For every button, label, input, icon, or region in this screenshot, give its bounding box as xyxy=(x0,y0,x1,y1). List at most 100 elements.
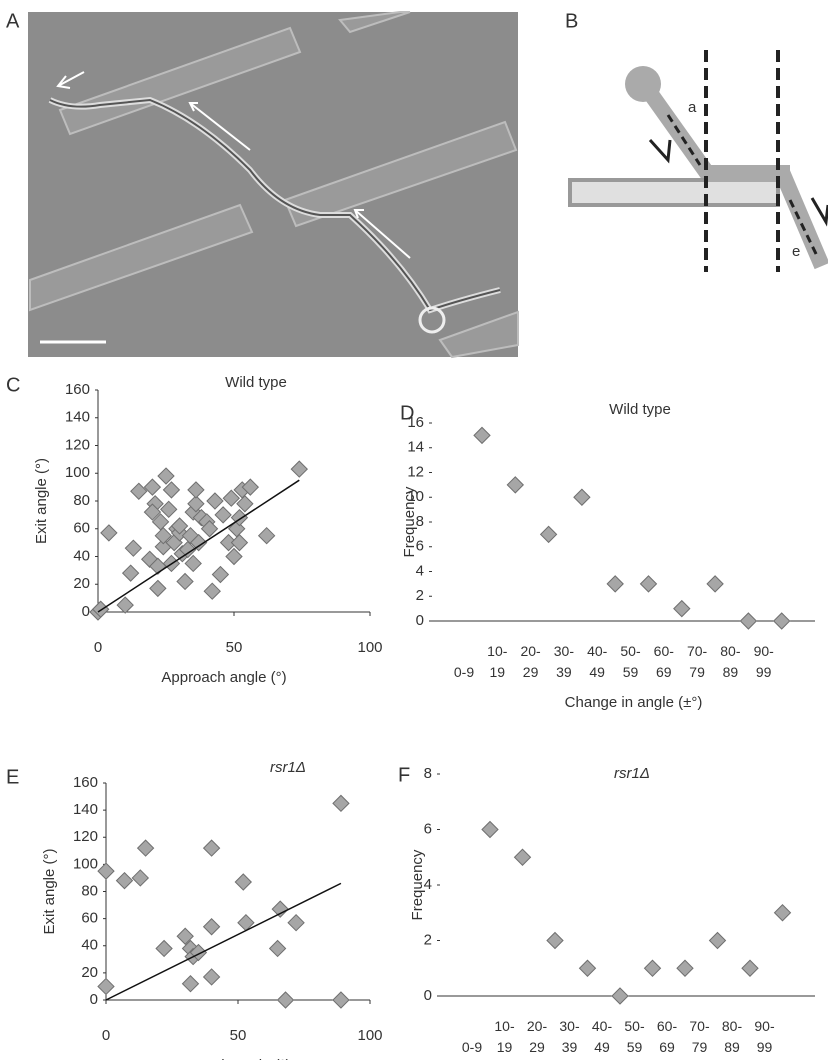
diagram-label: e xyxy=(792,243,800,260)
data-point xyxy=(708,931,727,950)
data-point xyxy=(143,503,162,521)
y-tick-label: 160 xyxy=(73,774,98,791)
x-tick-label: 40- 49 xyxy=(591,1018,613,1055)
x-tick-label: 20- 29 xyxy=(526,1018,548,1055)
data-point xyxy=(611,987,629,1005)
chart-title: Wild type xyxy=(225,374,287,391)
x-tick-label: 50 xyxy=(230,1027,247,1044)
x-tick-label: 40- 49 xyxy=(587,643,608,680)
x-axis-label: Change in angle (±°) xyxy=(565,694,703,711)
data-point xyxy=(181,526,200,545)
panel-label: B xyxy=(565,10,578,32)
data-point xyxy=(234,873,252,891)
x-tick-label: 90- 99 xyxy=(754,1018,775,1055)
schematic: a e xyxy=(568,50,828,272)
data-point xyxy=(241,478,260,496)
data-point xyxy=(170,517,189,535)
x-tick-label: 70- 79 xyxy=(686,643,708,680)
y-tick-label: 120 xyxy=(65,436,90,453)
y-tick-label: 6 xyxy=(424,820,432,837)
x-tick-label: 60- 69 xyxy=(653,643,674,680)
y-tick-label: 8 xyxy=(416,513,424,530)
data-point xyxy=(290,460,308,478)
y-tick-label: 160 xyxy=(65,381,90,398)
data-point xyxy=(202,918,221,936)
data-point xyxy=(230,533,249,552)
x-tick-label: 30- 39 xyxy=(559,1018,580,1055)
data-point xyxy=(332,794,350,813)
y-tick-label: 0 xyxy=(416,612,424,629)
data-point xyxy=(100,524,118,542)
x-tick-label: 0-9 xyxy=(453,664,475,680)
y-tick-label: 60 xyxy=(73,520,90,537)
y-tick-label: 2 xyxy=(424,931,432,948)
x-tick-label: 80- 89 xyxy=(720,643,741,680)
data-point xyxy=(176,927,194,945)
x-tick-label: 50- 59 xyxy=(624,1018,645,1055)
y-tick-label: 16 xyxy=(407,414,424,431)
trendline xyxy=(105,882,342,1001)
panel-label: A xyxy=(6,10,20,32)
y-tick-label: 6 xyxy=(416,538,424,555)
x-tick-label: 90- 99 xyxy=(753,643,774,680)
y-tick-label: 4 xyxy=(416,562,424,579)
y-tick-label: 40 xyxy=(73,547,90,564)
x-tick-label: 50- 59 xyxy=(620,643,641,680)
y-tick-label: 20 xyxy=(81,964,98,981)
x-tick-label: 50 xyxy=(226,639,243,656)
data-point xyxy=(673,599,691,618)
data-point xyxy=(97,862,115,880)
data-point xyxy=(157,467,175,485)
x-tick-label: 0 xyxy=(102,1027,110,1044)
y-tick-label: 80 xyxy=(73,492,90,509)
y-axis-label: Exit angle (°) xyxy=(33,458,50,544)
x-tick-label: 70- 79 xyxy=(689,1018,710,1055)
y-tick-label: 10 xyxy=(407,488,424,505)
y-tick-label: 12 xyxy=(407,463,424,480)
micrograph xyxy=(28,11,519,359)
data-point xyxy=(116,596,134,614)
data-point xyxy=(187,481,205,499)
data-point xyxy=(225,547,243,566)
y-axis-label: Exit angle (°) xyxy=(41,848,58,934)
data-point xyxy=(236,495,254,513)
data-point xyxy=(676,959,694,977)
data-point xyxy=(200,520,219,538)
data-point xyxy=(136,839,155,857)
x-tick-label: 80- 89 xyxy=(721,1018,743,1055)
data-point xyxy=(741,959,759,977)
y-tick-label: 100 xyxy=(65,464,90,481)
x-tick-label: 20- 29 xyxy=(520,643,541,680)
data-point xyxy=(578,959,597,977)
data-point xyxy=(214,506,232,524)
y-tick-label: 40 xyxy=(81,937,98,954)
diagram-label: a xyxy=(688,99,697,116)
data-point xyxy=(130,482,148,500)
y-axis-label: Frequency xyxy=(409,849,426,920)
data-point xyxy=(513,848,532,866)
data-point xyxy=(202,839,221,857)
y-tick-label: 0 xyxy=(90,991,98,1008)
chart-title: Wild type xyxy=(609,401,671,418)
x-axis-label: Approach angle (°) xyxy=(165,1057,290,1060)
x-tick-label: 0 xyxy=(94,639,102,656)
data-point xyxy=(160,500,178,519)
data-point xyxy=(773,904,792,922)
chart-title: rsr1Δ xyxy=(270,759,306,776)
data-point xyxy=(772,612,791,630)
data-point xyxy=(257,526,276,545)
y-tick-label: 120 xyxy=(73,828,98,845)
x-tick-label: 30- 39 xyxy=(553,643,574,680)
data-point xyxy=(506,476,525,494)
panel-label: D xyxy=(400,402,414,424)
data-point xyxy=(643,959,662,977)
x-tick-label: 100 xyxy=(357,639,382,656)
x-axis-label: Approach angle (°) xyxy=(161,669,286,686)
panel-label: C xyxy=(6,374,20,396)
data-point xyxy=(121,564,140,582)
data-point xyxy=(211,565,230,584)
data-point xyxy=(97,977,115,996)
data-point xyxy=(546,931,564,950)
